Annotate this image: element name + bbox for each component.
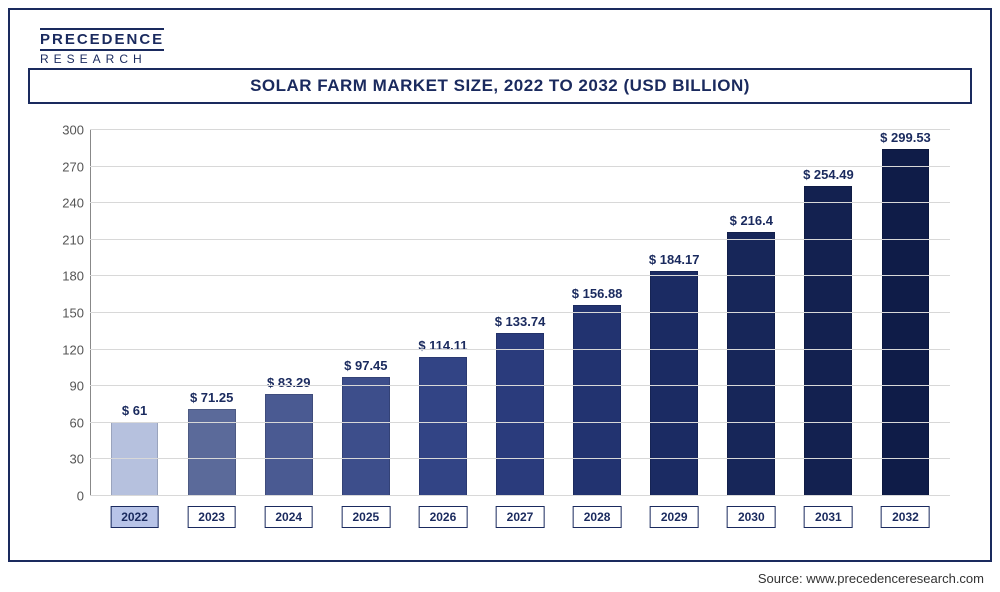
x-category-label: 2023 <box>187 506 236 528</box>
bar <box>727 232 775 496</box>
bar <box>804 186 852 496</box>
y-tick-label: 90 <box>40 379 84 394</box>
chart-frame: PRECEDENCE RESEARCH SOLAR FARM MARKET SI… <box>8 8 992 562</box>
gridline <box>90 312 950 313</box>
gridline <box>90 385 950 386</box>
bar-value-label: $ 71.25 <box>190 390 233 405</box>
x-category-label: 2032 <box>881 506 930 528</box>
bar-slot: $ 184.172029 <box>636 130 713 496</box>
gridline <box>90 495 950 496</box>
bars-container: $ 612022$ 71.252023$ 83.292024$ 97.45202… <box>90 130 950 496</box>
bar-value-label: $ 184.17 <box>649 252 700 267</box>
gridline <box>90 275 950 276</box>
source-text: Source: www.precedenceresearch.com <box>758 571 984 586</box>
bar <box>650 271 698 496</box>
bar-slot: $ 133.742027 <box>481 130 558 496</box>
bar-value-label: $ 61 <box>122 403 147 418</box>
gridline <box>90 202 950 203</box>
plot-region: $ 612022$ 71.252023$ 83.292024$ 97.45202… <box>90 130 950 496</box>
bar <box>342 377 390 496</box>
x-category-label: 2028 <box>573 506 622 528</box>
y-tick-label: 120 <box>40 342 84 357</box>
chart-title: SOLAR FARM MARKET SIZE, 2022 TO 2032 (US… <box>28 68 972 104</box>
bar <box>496 333 544 496</box>
bar-slot: $ 299.532032 <box>867 130 944 496</box>
bar-value-label: $ 114.11 <box>418 338 467 353</box>
y-tick-label: 210 <box>40 232 84 247</box>
logo-line1: PRECEDENCE <box>40 28 164 51</box>
bar-slot: $ 216.42030 <box>713 130 790 496</box>
bar-value-label: $ 97.45 <box>344 358 387 373</box>
y-tick-label: 180 <box>40 269 84 284</box>
y-axis <box>90 130 91 496</box>
bar-value-label: $ 216.4 <box>730 213 773 228</box>
bar-slot: $ 97.452025 <box>327 130 404 496</box>
y-tick-label: 240 <box>40 196 84 211</box>
gridline <box>90 422 950 423</box>
gridline <box>90 458 950 459</box>
bar-slot: $ 71.252023 <box>173 130 250 496</box>
bar-slot: $ 254.492031 <box>790 130 867 496</box>
bar-slot: $ 612022 <box>96 130 173 496</box>
bar-value-label: $ 83.29 <box>267 375 310 390</box>
gridline <box>90 166 950 167</box>
x-category-label: 2026 <box>419 506 468 528</box>
y-tick-label: 270 <box>40 159 84 174</box>
x-category-label: 2031 <box>804 506 853 528</box>
y-tick-label: 150 <box>40 306 84 321</box>
gridline <box>90 349 950 350</box>
x-category-label: 2030 <box>727 506 776 528</box>
bar <box>573 305 621 496</box>
y-tick-label: 60 <box>40 415 84 430</box>
logo: PRECEDENCE RESEARCH <box>34 26 170 68</box>
x-category-label: 2025 <box>341 506 390 528</box>
logo-line2: RESEARCH <box>40 52 164 66</box>
y-tick-label: 0 <box>40 489 84 504</box>
bar-value-label: $ 156.88 <box>572 286 623 301</box>
bar-value-label: $ 133.74 <box>495 314 546 329</box>
gridline <box>90 239 950 240</box>
chart-area: $ 612022$ 71.252023$ 83.292024$ 97.45202… <box>40 120 960 532</box>
bar-slot: $ 156.882028 <box>559 130 636 496</box>
y-tick-label: 30 <box>40 452 84 467</box>
x-category-label: 2022 <box>110 506 159 528</box>
x-category-label: 2029 <box>650 506 699 528</box>
bar <box>265 394 313 496</box>
x-category-label: 2024 <box>264 506 313 528</box>
bar <box>419 357 467 496</box>
bar <box>882 149 930 496</box>
gridline <box>90 129 950 130</box>
bar-slot: $ 114.112026 <box>404 130 481 496</box>
bar-value-label: $ 299.53 <box>880 130 931 145</box>
y-tick-label: 300 <box>40 123 84 138</box>
x-category-label: 2027 <box>496 506 545 528</box>
bar-value-label: $ 254.49 <box>803 167 854 182</box>
bar-slot: $ 83.292024 <box>250 130 327 496</box>
